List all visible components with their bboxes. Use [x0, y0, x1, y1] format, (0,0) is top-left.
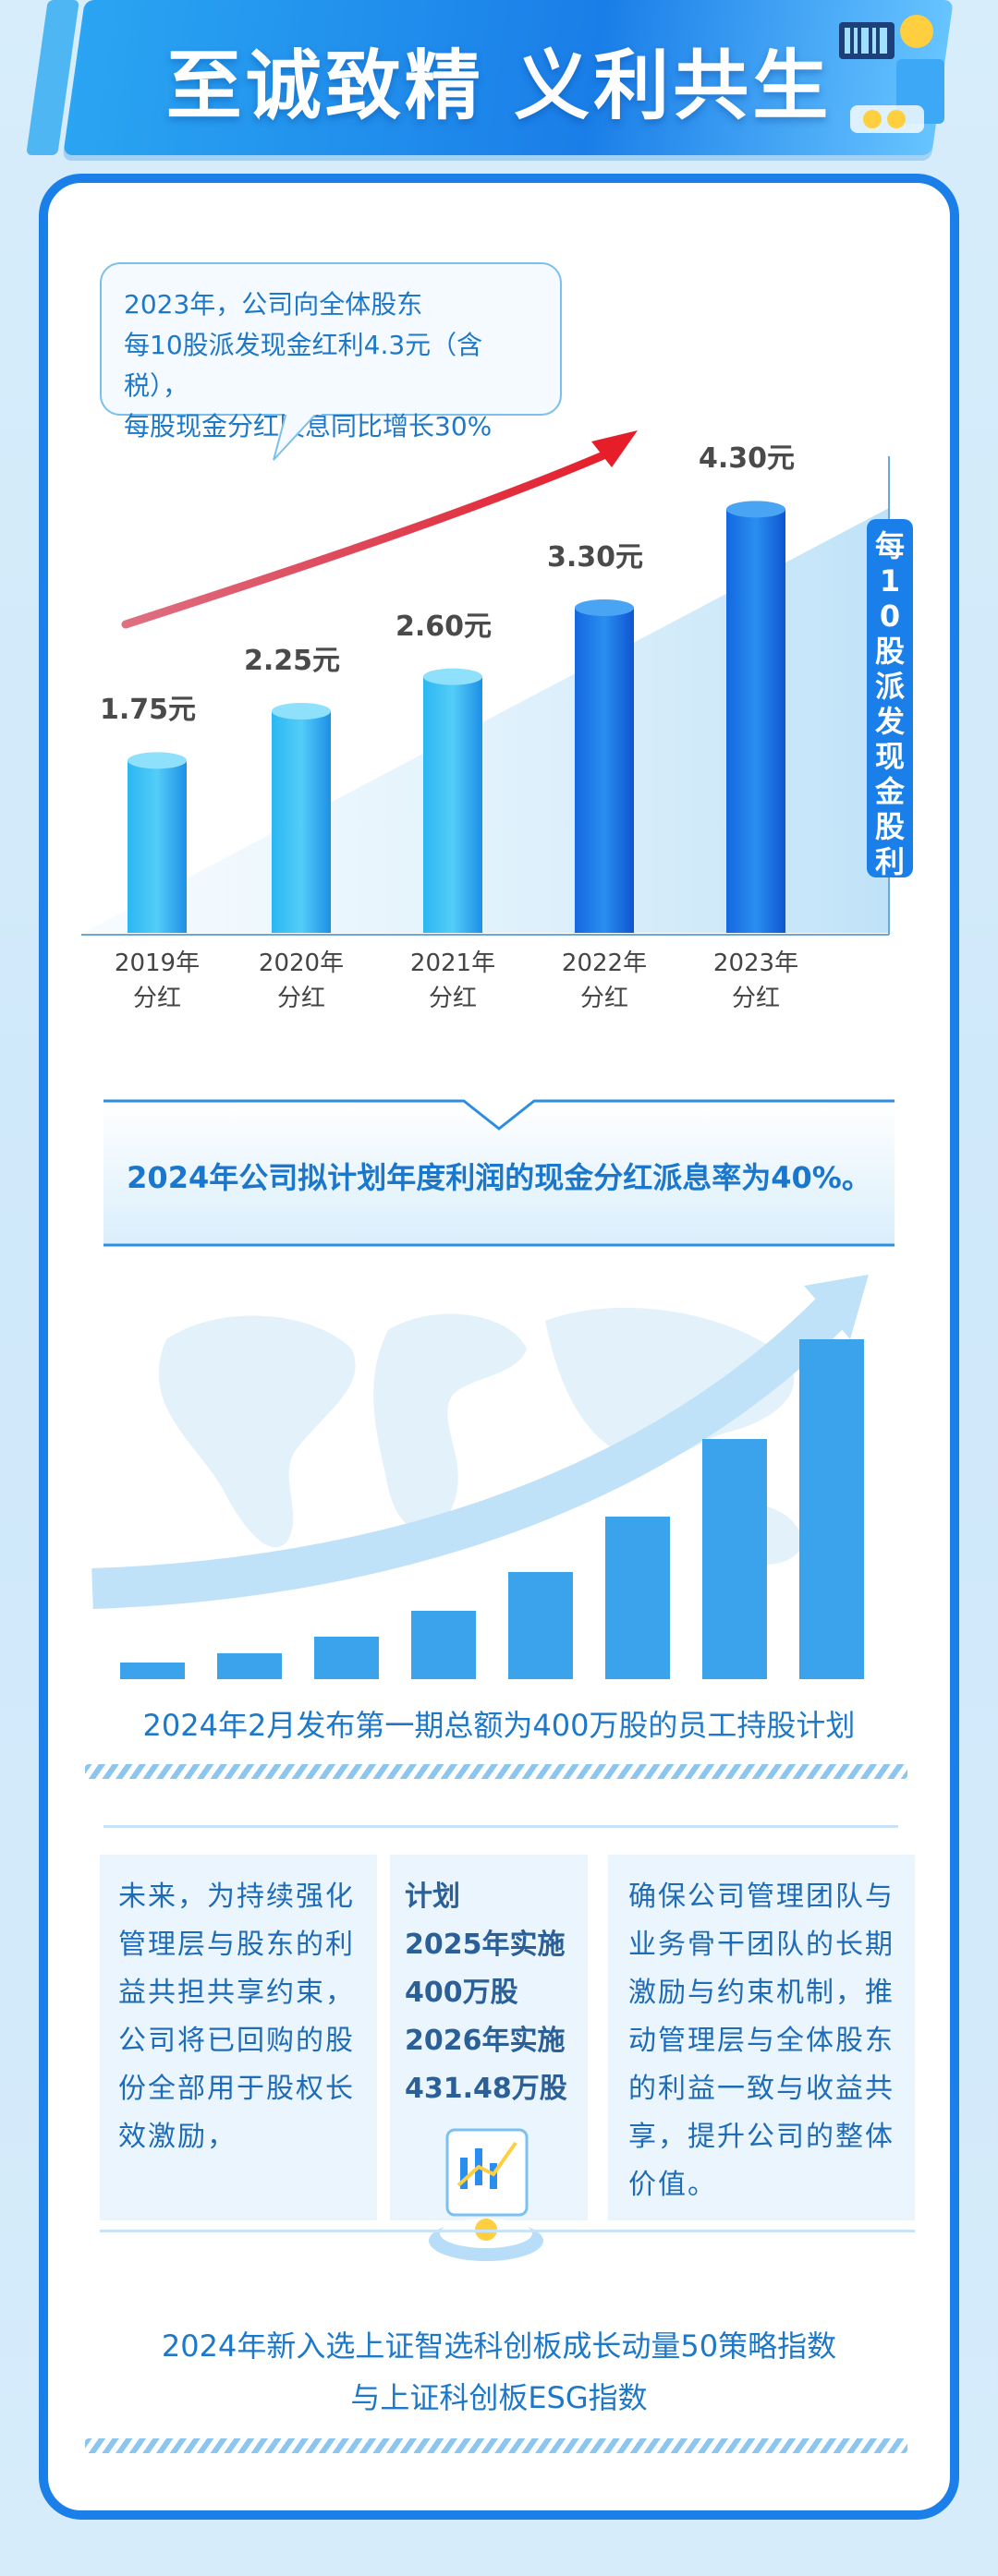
growth-arrowhead: [804, 1275, 869, 1339]
trend-arrowhead: [591, 430, 638, 467]
y-axis-label: 每10股派发现金股利: [867, 519, 913, 879]
bar-value-label: 1.75元: [100, 694, 197, 727]
bar-cap-3: [575, 599, 634, 616]
x-tick-label: 2023年 分红: [712, 949, 799, 1012]
plan-line: 431.48万股: [405, 2073, 567, 2105]
x-tick-label: 2020年 分红: [258, 949, 345, 1012]
index-line-1: 2024年新入选上证智选科创板成长动量50策略指数: [161, 2328, 837, 2364]
tech-illustration-icon: [839, 15, 944, 133]
plan-line: 2026年实施: [405, 2025, 566, 2057]
callout-tail: [273, 412, 322, 461]
bar-3: [575, 608, 634, 933]
stock-chart-icon: [429, 2128, 543, 2261]
bar-value-label: 4.30元: [699, 442, 796, 476]
x-tick-label: 2019年 分红: [114, 949, 201, 1012]
bar-0: [128, 760, 187, 933]
trend-arrow: [121, 448, 615, 629]
growth-illustration: [91, 1275, 869, 1679]
columns-bottom-line: [100, 2230, 915, 2232]
incentive-plan-column: 计划 2025年实施 400万股 2026年实施 431.48万股: [390, 1855, 588, 2220]
payout-banner: [103, 1099, 895, 1247]
bar-cap-4: [726, 501, 785, 518]
callout-line-1: 2023年，公司向全体股东: [124, 289, 423, 320]
bar-1: [272, 711, 331, 933]
bar-4: [726, 509, 785, 933]
incentive-intro-column: 未来，为持续强化管理层与股东的利益共担共享约束，公司将已回购的股份全部用于股权长…: [100, 1855, 377, 2220]
incentive-goal-column: 确保公司管理团队与业务骨干团队的长期激励与约束机制，推动管理层与全体股东的利益一…: [608, 1855, 915, 2220]
bar-value-label: 2.60元: [396, 610, 493, 643]
hatch-divider-bottom: [85, 2438, 907, 2453]
page-title: 至诚致精 义利共生: [165, 42, 833, 130]
callout-line-2: 每10股派发现金红利4.3元（含税），: [124, 330, 483, 401]
bar-value-label: 2.25元: [244, 645, 341, 677]
bar-cap-2: [423, 668, 482, 685]
bar-2: [423, 676, 482, 933]
esop-announcement: 2024年2月发布第一期总额为400万股的员工持股计划: [142, 1708, 856, 1743]
index-line-2: 与上证科创板ESG指数: [350, 2380, 648, 2415]
x-tick-label: 2022年 分红: [561, 949, 648, 1012]
dividend-callout: 2023年，公司向全体股东 每10股派发现金红利4.3元（含税）， 每股现金分红…: [100, 262, 562, 441]
section-divider: [103, 1825, 898, 1828]
growth-arrow: [91, 1297, 846, 1609]
bar-cap-1: [272, 703, 331, 720]
plan-line: 400万股: [405, 1977, 518, 2009]
plan-line: 2025年实施: [405, 1929, 566, 1961]
payout-banner-text: 2024年公司拟计划年度利润的现金分红派息率为40%。: [127, 1160, 871, 1195]
bar-value-label: 3.30元: [547, 541, 644, 574]
hatch-divider: [85, 1764, 907, 1779]
index-inclusion-text: 2024年新入选上证智选科创板成长动量50策略指数 与上证科创板ESG指数: [0, 2320, 998, 2424]
x-tick-label: 2021年 分红: [409, 949, 496, 1012]
plan-line: 计划: [405, 1881, 460, 1913]
dividend-bar-chart: [81, 430, 890, 936]
bar-cap-0: [128, 752, 187, 769]
